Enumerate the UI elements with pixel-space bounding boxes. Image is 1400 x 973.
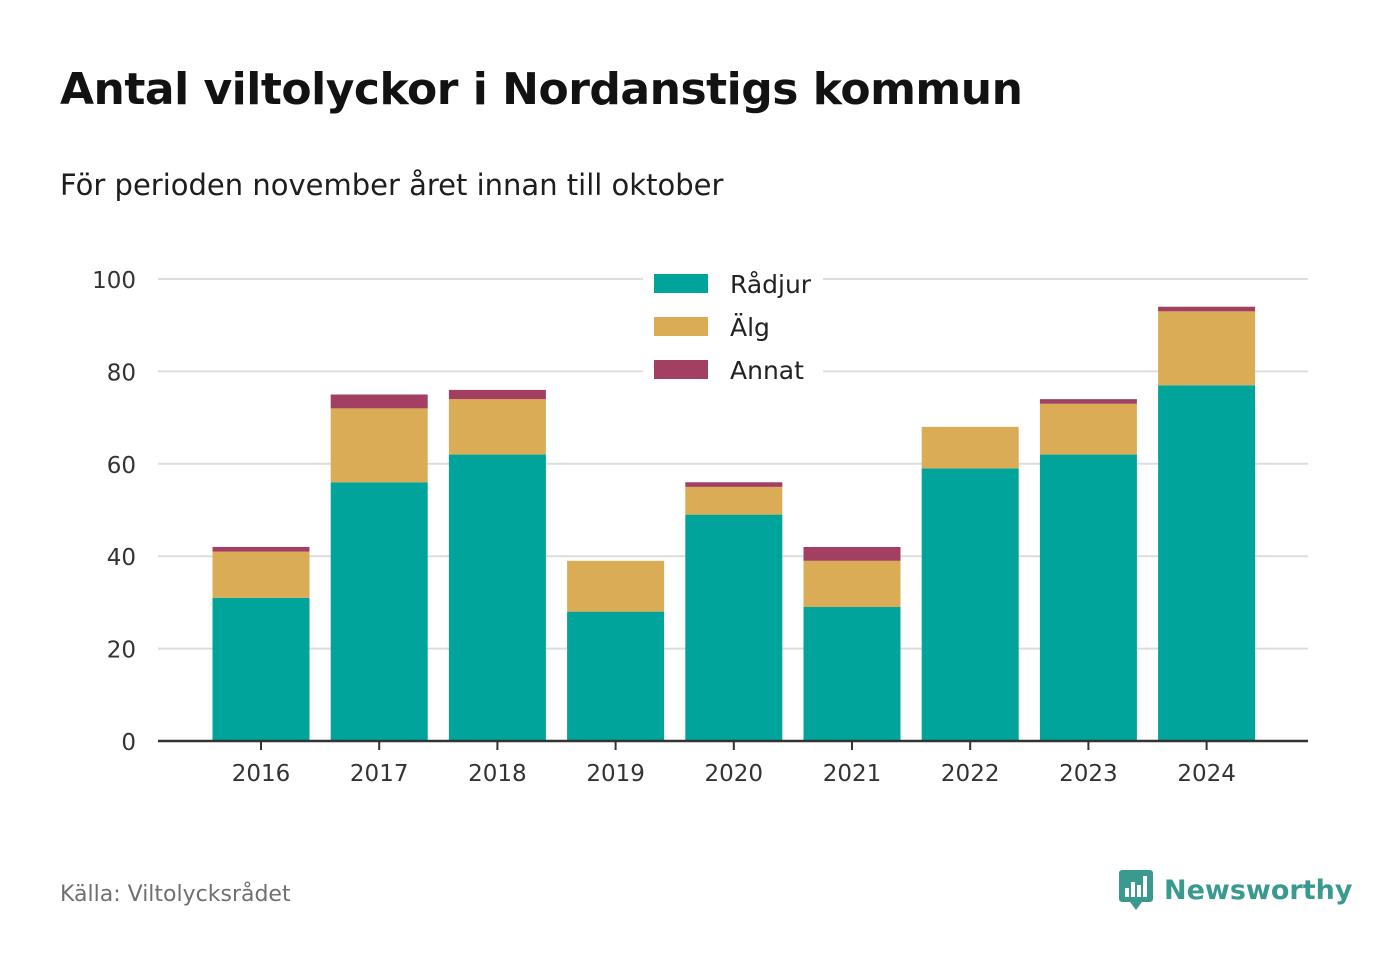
newsworthy-logo-icon [1119, 870, 1153, 910]
bar-segment [803, 560, 901, 608]
legend-label: Älg [730, 313, 770, 342]
bar-segment [330, 394, 428, 409]
bar-segment [685, 514, 783, 741]
bar-segment [1039, 399, 1137, 404]
y-tick-label: 100 [92, 268, 136, 294]
x-tick-label: 2022 [941, 761, 1000, 787]
x-tick-label: 2017 [350, 761, 409, 787]
bar-segment [567, 560, 665, 612]
bar-segment [448, 454, 546, 741]
bar-segment [212, 551, 310, 598]
bar-segment [1158, 311, 1256, 386]
newsworthy-logo: Newsworthy [1118, 868, 1352, 912]
legend-label: Rådjur [730, 270, 812, 299]
logo-text: Newsworthy [1164, 874, 1353, 906]
bar-segment [685, 486, 783, 515]
bar-segment [567, 611, 665, 741]
bar-segment [330, 482, 428, 741]
bar-segment [448, 399, 546, 455]
bar-segment [1158, 385, 1256, 741]
bar-segment [685, 482, 783, 487]
x-tick-label: 2019 [586, 761, 645, 787]
x-tick-label: 2018 [468, 761, 527, 787]
bar-segment [1158, 306, 1256, 312]
legend-swatch [654, 360, 708, 379]
y-tick-label: 80 [107, 360, 136, 386]
bar-segment [803, 546, 901, 561]
y-tick-label: 60 [107, 453, 136, 479]
x-tick-label: 2021 [823, 761, 882, 787]
legend-swatch [654, 317, 708, 336]
bar-segment [212, 546, 310, 552]
legend-swatch [654, 274, 708, 293]
bar-segment [330, 408, 428, 483]
bar-segment [448, 389, 546, 400]
y-tick-label: 20 [107, 638, 136, 664]
bar-segment [1039, 454, 1137, 741]
bar-segment [921, 426, 1019, 469]
x-tick-label: 2023 [1059, 761, 1118, 787]
source-note: Källa: Viltolycksrådet [60, 882, 291, 907]
legend-label: Annat [730, 356, 804, 385]
x-tick-label: 2020 [705, 761, 764, 787]
chart-title: Antal viltolyckor i Nordanstigs kommun [60, 64, 1023, 115]
bar-segment [212, 597, 310, 741]
y-tick-label: 0 [121, 730, 136, 756]
bar-segment [1039, 403, 1137, 455]
bar-segment [921, 468, 1019, 741]
x-tick-label: 2016 [232, 761, 291, 787]
x-tick-label: 2024 [1177, 761, 1236, 787]
y-tick-label: 40 [107, 545, 136, 571]
bar-segment [803, 607, 901, 741]
chart-subtitle: För perioden november året innan till ok… [60, 168, 724, 202]
